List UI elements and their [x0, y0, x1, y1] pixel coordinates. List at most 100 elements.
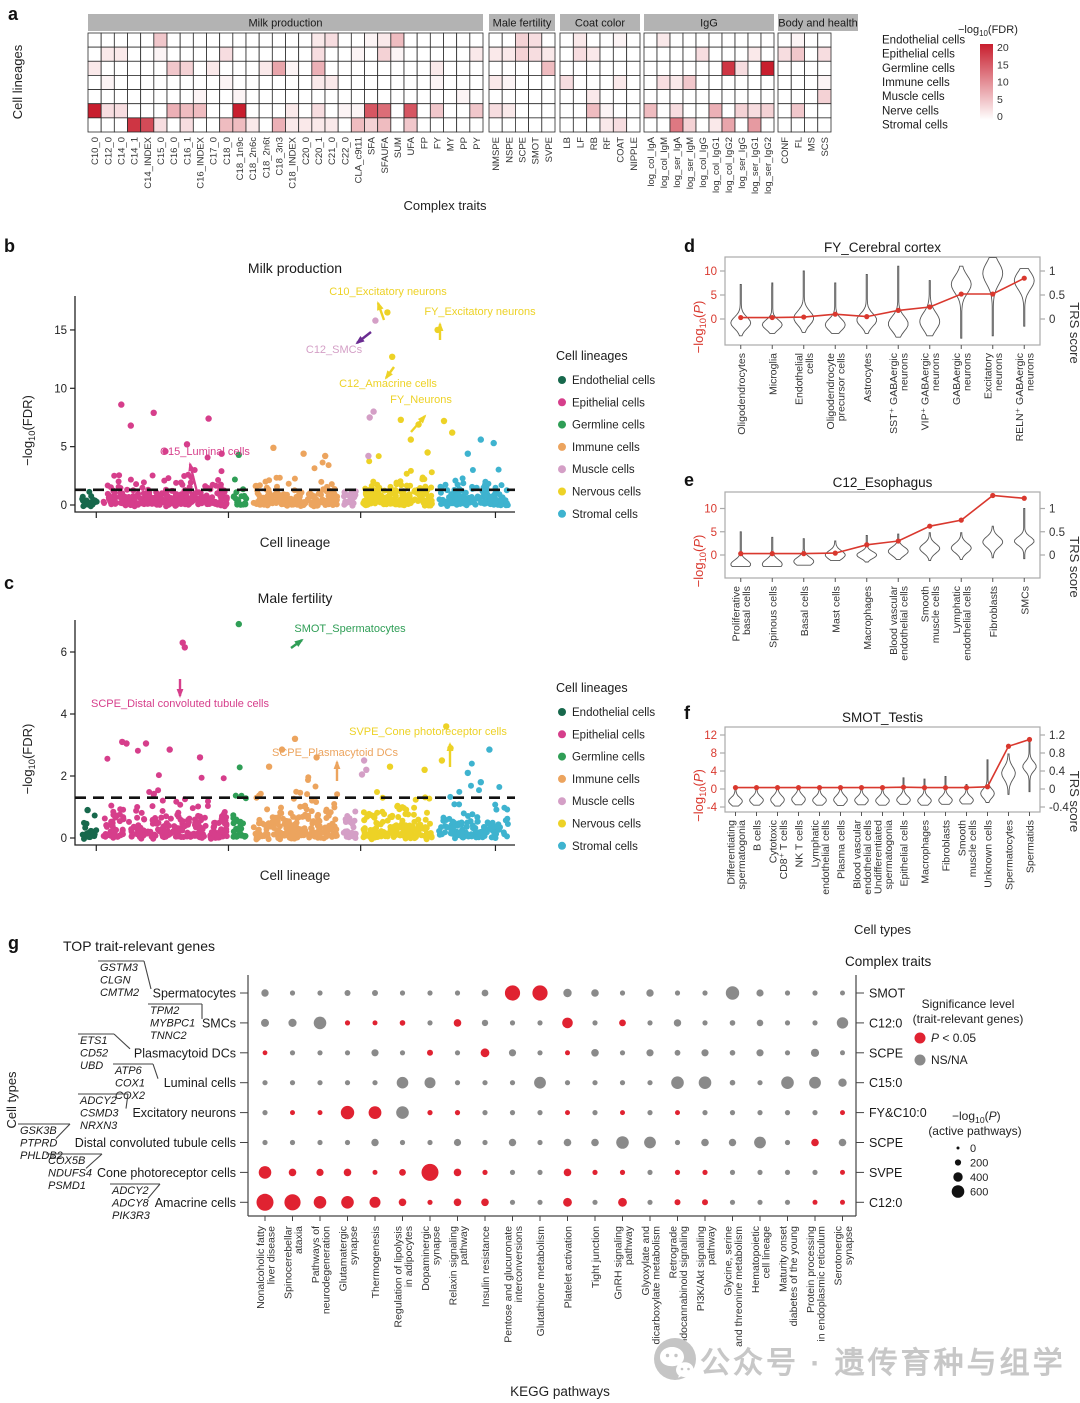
pathway-dot	[840, 1169, 845, 1175]
pathway-dot	[372, 1020, 378, 1026]
trait-group-header	[560, 14, 640, 31]
heatmap-cell	[140, 103, 155, 119]
heatmap-cell	[541, 103, 556, 119]
gene-label: PTPRD	[20, 1138, 57, 1150]
heatmap-cell	[127, 75, 142, 90]
category-label: Proliferative	[731, 586, 743, 642]
pathway-dot	[453, 1198, 462, 1207]
category-label: GABAergic	[951, 353, 963, 405]
heatmap-cell	[271, 75, 286, 90]
pathway-dot	[262, 1080, 268, 1086]
pathway-dot	[396, 1106, 409, 1119]
trait-column-label: C14_0	[116, 137, 127, 165]
highlight-point	[300, 450, 307, 457]
pathway-dot	[343, 1168, 352, 1177]
heatmap-cell	[153, 103, 168, 119]
pathway-dot	[702, 1169, 708, 1175]
heatmap-cell	[245, 103, 260, 119]
gene-label: PSMD1	[48, 1180, 86, 1192]
highlight-point	[440, 417, 448, 425]
trait-column-label: C12_0	[103, 137, 114, 165]
pathway-dot	[344, 1080, 351, 1086]
heatmap-cell	[429, 89, 444, 105]
pathway-label: Nonalcoholic fatty	[255, 1225, 267, 1309]
pathway-dot	[262, 1110, 268, 1116]
pathway-dot	[537, 1199, 543, 1205]
category-label: Mast cells	[830, 586, 842, 633]
left-tick: 4	[711, 766, 718, 778]
pathway-dot	[290, 1110, 295, 1116]
heatmap-cell	[777, 117, 792, 133]
pathway-dot	[564, 1080, 571, 1086]
heatmap-cell	[166, 32, 181, 48]
legend-item-label: Stromal cells	[572, 841, 638, 853]
heatmap-cell	[403, 75, 418, 90]
lineage-points-stromal	[436, 466, 511, 509]
colorbar	[980, 44, 993, 120]
heatmap-cell	[760, 32, 775, 48]
category-label: Endothelial	[794, 353, 806, 405]
pathway-dot	[591, 989, 599, 997]
pathway-dot	[618, 1197, 627, 1207]
gene-label: COX1	[115, 1078, 145, 1090]
category-label: Plasma cells	[836, 820, 848, 879]
category-label: Oligodendrocyte	[825, 353, 837, 430]
trait-column-label: log_ser_IgG2	[763, 137, 774, 194]
heatmap-cell	[626, 89, 641, 105]
pathway-label: synapse	[348, 1226, 360, 1265]
trait-column-label: C21_0	[327, 137, 338, 165]
heatmap-cell	[721, 103, 736, 119]
violin-shape	[1001, 753, 1016, 795]
highlight-point	[118, 401, 125, 408]
trait-group-header	[778, 14, 858, 31]
heatmap-cell	[206, 89, 221, 105]
category-label: CD8⁺ T cells	[778, 820, 790, 879]
highlight-point	[142, 740, 150, 747]
panel-a-label: a	[8, 4, 19, 24]
heatmap-cell	[747, 46, 762, 62]
pathway-dot	[702, 1020, 708, 1026]
pathway-dot	[671, 1076, 684, 1089]
heatmap-cell	[206, 32, 221, 48]
heatmap-cell	[515, 103, 530, 119]
legend-item-label: Immune cells	[572, 442, 640, 454]
trait-column-label: C22_0	[340, 137, 351, 165]
heatmap-cell	[817, 103, 832, 119]
pathway-dot	[840, 1110, 845, 1116]
left-tick: 12	[704, 730, 717, 742]
heatmap-cell	[219, 46, 234, 62]
size-legend-dot	[951, 1185, 965, 1198]
pathway-dot	[647, 1169, 653, 1175]
heatmap-cell	[192, 89, 207, 105]
pathway-label: and threonine metabolism	[733, 1226, 745, 1347]
left-tick: 0	[711, 784, 717, 796]
heatmap-cell	[271, 60, 286, 76]
heatmap-cell	[708, 89, 723, 105]
heatmap-cell	[804, 46, 819, 62]
category-label: Smooth	[920, 586, 932, 622]
trait-group-label: Body and health	[778, 18, 858, 30]
pathway-dot	[809, 1076, 821, 1089]
pathway-dot	[372, 1080, 378, 1086]
pathway-label: Dopaminergic	[420, 1226, 432, 1291]
scatter-xlabel: Cell lineage	[260, 868, 331, 883]
pathway-dot	[592, 1020, 598, 1026]
heatmap-cell	[364, 103, 379, 119]
pathway-dot	[344, 1139, 351, 1146]
pathway-dot	[698, 1076, 712, 1089]
heatmap-cell	[682, 46, 697, 62]
pathway-dot	[781, 1076, 794, 1089]
legend-swatch	[558, 797, 566, 806]
heatmap-cell	[100, 103, 115, 119]
heatmap-cell	[695, 46, 710, 62]
trs-line	[740, 277, 1025, 319]
heatmap-cell	[337, 46, 352, 62]
heatmap-cell	[708, 75, 723, 90]
pathway-dot	[344, 1020, 351, 1026]
heatmap-cell	[100, 75, 115, 90]
heatmap-cell	[245, 75, 260, 90]
colorbar-tick: 0	[997, 111, 1003, 123]
pathway-dot	[673, 1019, 682, 1027]
pathway-dot	[427, 1049, 433, 1056]
heatmap-cell	[817, 60, 832, 76]
